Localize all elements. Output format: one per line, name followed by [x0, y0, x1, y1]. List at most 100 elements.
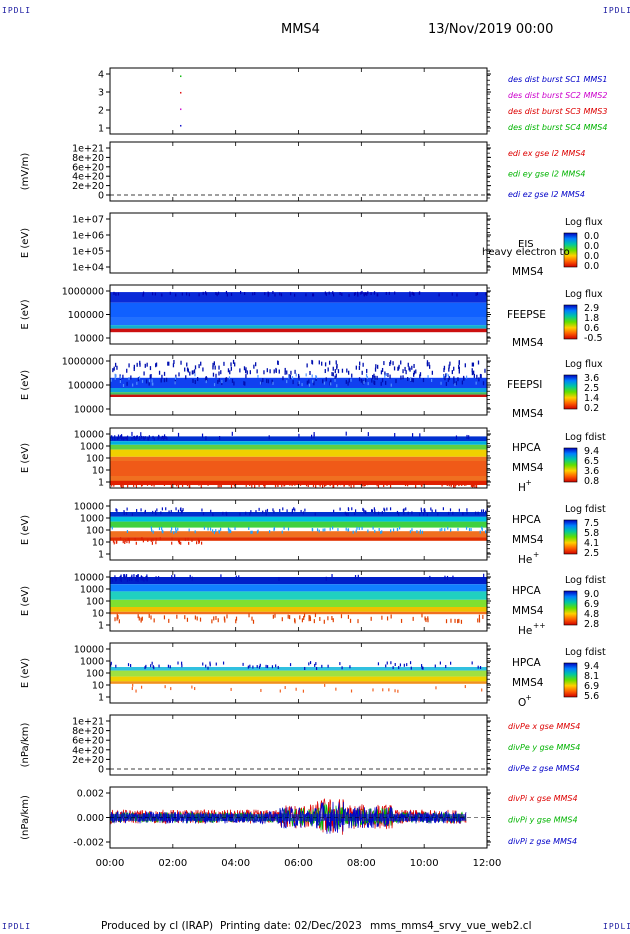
spectrum-speck	[423, 508, 425, 512]
colorbar-tick: 0.0	[584, 251, 599, 262]
spectrum-speck	[181, 510, 183, 514]
spectrum-speck	[142, 436, 144, 440]
spectrum-speck	[373, 507, 375, 511]
spectrum-speck	[230, 292, 233, 296]
spectrum-speck	[215, 373, 217, 378]
spectrum-speck	[230, 687, 232, 691]
spectrum-speck	[289, 663, 292, 667]
spectrum-speck	[448, 364, 450, 369]
spectrum-speck	[231, 378, 234, 383]
spectrum-speck	[265, 509, 267, 513]
spectrum-speck	[348, 293, 350, 297]
spectrum-speck	[114, 376, 116, 380]
spectrum-speck	[116, 436, 118, 440]
spectrum-speck	[120, 483, 122, 487]
spectrum-speck	[163, 371, 166, 376]
spectrum-speck	[163, 434, 166, 439]
spectrum-speck	[188, 528, 190, 532]
spectrum-speck	[131, 436, 133, 440]
spectrum-speck	[407, 377, 409, 382]
spectrum-speck	[424, 509, 426, 513]
colorbar-title: Log flux	[565, 359, 603, 370]
spectrum-speck	[209, 663, 211, 667]
spectrum-speck	[461, 380, 464, 385]
spectrum-speck	[148, 379, 151, 383]
spectrum-speck	[464, 363, 466, 368]
spectrum-speck	[252, 619, 255, 624]
spectrum-speck	[364, 292, 367, 296]
spectrum-speck	[421, 483, 423, 487]
spectrum-band	[110, 521, 487, 528]
spectrum-speck	[176, 614, 178, 619]
spectrum-speck	[347, 614, 350, 619]
spectrum-speck	[323, 483, 326, 487]
spectrum-speck	[222, 511, 224, 515]
spectrum-speck	[124, 540, 126, 544]
legend-entry: divPe y gse MMS4	[508, 743, 580, 752]
spectrum-speck	[128, 538, 130, 542]
spectrum-speck	[454, 483, 456, 487]
spectrum-speck	[329, 381, 331, 386]
spectrum-speck	[450, 483, 452, 487]
spectrum-speck	[153, 437, 155, 441]
spectrum-speck	[120, 575, 122, 580]
y-tick-label: 10	[92, 681, 104, 692]
spectrum-speck	[430, 378, 433, 382]
colorbar	[563, 590, 578, 626]
spectrum-speck	[398, 512, 400, 516]
panel-frame	[109, 714, 488, 776]
spectrum-speck	[158, 527, 161, 531]
colorbar-title: Log fdist	[565, 504, 606, 515]
spectrum-speck	[339, 292, 341, 296]
spectrum-speck	[144, 666, 146, 670]
spectrum-speck	[155, 512, 157, 516]
spectrum-speck	[133, 483, 135, 487]
spectrum-speck	[458, 508, 460, 512]
spectrum-speck	[177, 661, 179, 665]
spectrum-speck	[196, 376, 199, 381]
spectrum-speck	[181, 292, 183, 296]
spectrum-speck	[318, 482, 320, 486]
spectrum-band	[110, 325, 487, 329]
spectrum-speck	[230, 529, 232, 533]
spectrum-speck	[463, 376, 465, 381]
spectrum-speck	[257, 374, 259, 378]
spectrum-speck	[133, 435, 135, 439]
spectrum-band	[110, 436, 487, 442]
spectrum-speck	[213, 531, 216, 535]
spectrum-speck	[140, 508, 142, 512]
spectrum-speck	[389, 507, 392, 511]
spectrum-speck	[283, 483, 285, 487]
spectrum-speck	[313, 434, 315, 439]
y-tick-label: 2e+20	[72, 755, 104, 766]
spectrum-speck	[305, 373, 307, 377]
spectrum-speck	[324, 369, 326, 374]
spectrum-speck	[332, 618, 334, 623]
spectrum-speck	[151, 528, 153, 532]
spectrum-speck	[449, 361, 451, 366]
spectrum-speck	[282, 376, 284, 381]
spectrum-speck	[307, 484, 309, 488]
spectrum-speck	[176, 483, 178, 487]
spectrum-speck	[268, 530, 271, 534]
spectrum-speck	[246, 370, 248, 375]
spectrum-speck	[409, 530, 411, 534]
spectrum-speck	[245, 511, 247, 515]
colorbar-tick: 4.8	[584, 609, 599, 620]
spectrum-speck	[264, 292, 266, 296]
spectrum-speck	[355, 365, 357, 370]
spectrum-band	[110, 584, 487, 592]
spectrum-speck	[123, 574, 125, 579]
spectrum-speck	[111, 483, 113, 487]
colorbar-tick: 3.6	[584, 466, 599, 477]
spectrum-speck	[255, 362, 257, 367]
y-axis-label: E (eV)	[20, 228, 31, 258]
spectrum-speck	[455, 435, 458, 440]
spectrum-speck	[151, 541, 154, 545]
spectrum-speck	[127, 537, 129, 541]
spectrum-speck	[126, 368, 128, 373]
x-tick-label: 04:00	[221, 858, 250, 869]
spectrum-speck	[299, 482, 302, 486]
spectrum-speck	[412, 616, 414, 621]
spectrum-speck	[303, 613, 306, 618]
